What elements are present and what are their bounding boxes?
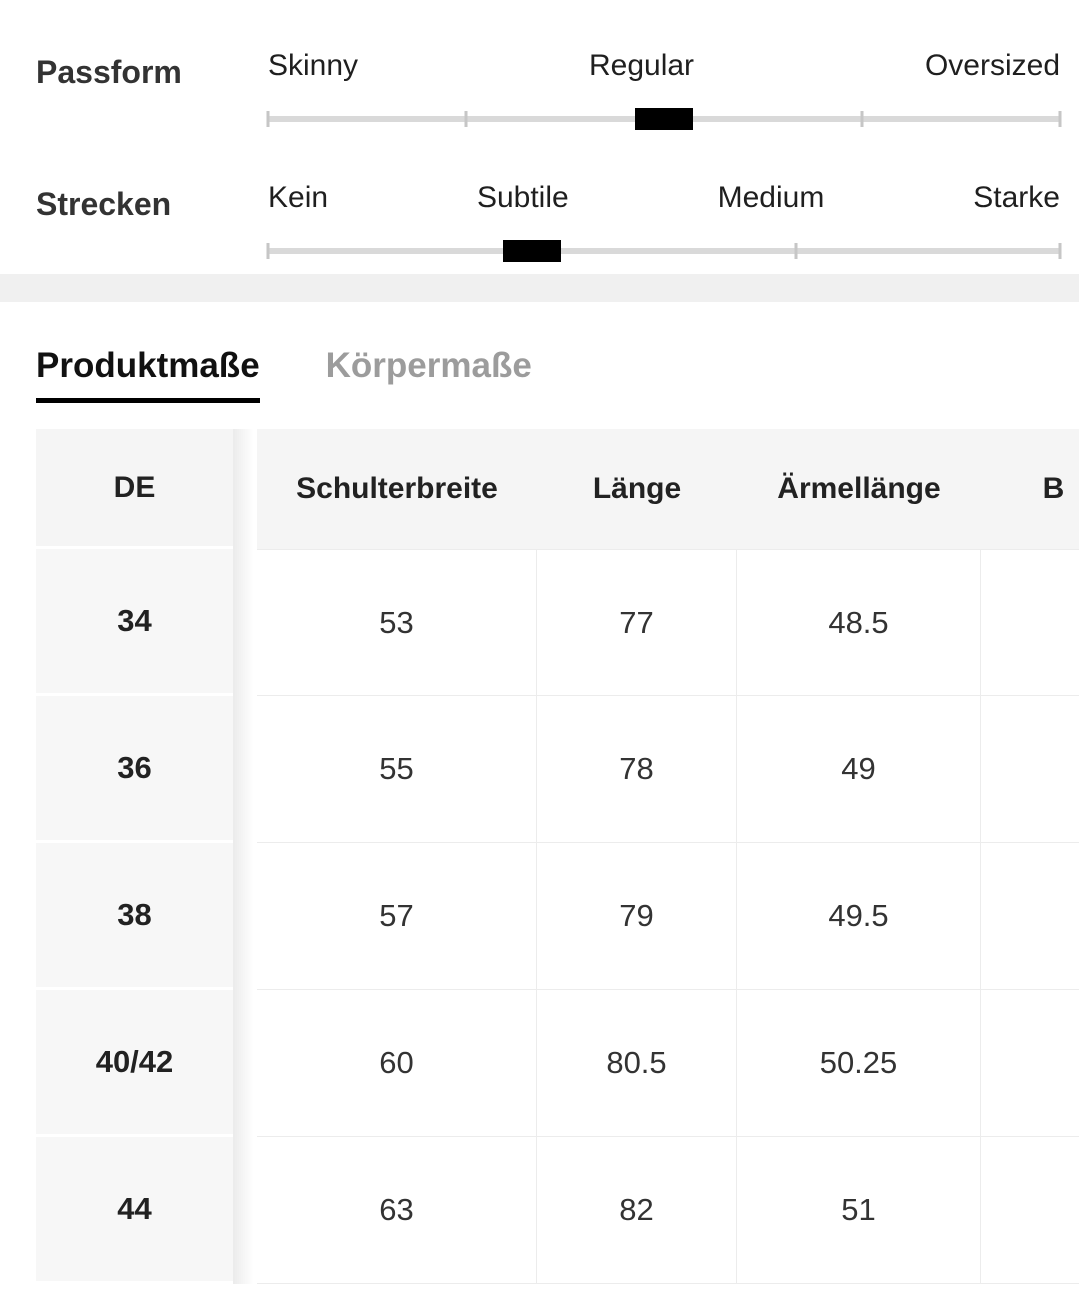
slider-tick (1058, 243, 1062, 259)
strecken-options: Kein Subtile Medium Starke (268, 178, 1060, 218)
strecken-slider-row: Strecken Kein Subtile Medium Starke (36, 178, 1062, 262)
size-cell: 40/42 (36, 990, 233, 1137)
passform-slider-handle[interactable] (635, 108, 693, 130)
passform-slider: Skinny Regular Oversized (266, 46, 1062, 130)
strecken-option-medium[interactable]: Medium (717, 181, 825, 214)
value-cell: 57 (257, 843, 537, 990)
sticky-column-shadow (233, 549, 257, 696)
header-laenge: Länge (537, 429, 737, 549)
table-header-row: DE Schulterbreite Länge Ärmellänge B (36, 429, 1079, 549)
sticky-column-shadow (233, 990, 257, 1137)
header-de: DE (36, 429, 233, 549)
value-cell: 77 (537, 549, 737, 696)
size-cell: 38 (36, 843, 233, 990)
sticky-column-shadow (233, 429, 257, 549)
slider-tick (860, 111, 864, 127)
value-cell: 48.5 (737, 549, 981, 696)
strecken-slider-track[interactable] (266, 240, 1062, 262)
table-row: 34 53 77 48.5 (36, 549, 1079, 696)
passform-slider-row: Passform Skinny Regular Oversized (36, 46, 1062, 130)
value-cell: 50.25 (737, 990, 981, 1137)
size-tabs: Produktmaße Körpermaße (36, 346, 1079, 403)
value-cell: 49 (737, 696, 981, 843)
size-guide-section: Produktmaße Körpermaße DE Schulterbreite… (0, 302, 1079, 1284)
strecken-option-kein[interactable]: Kein (268, 181, 329, 214)
size-cell: 44 (36, 1137, 233, 1284)
slider-tick (266, 111, 270, 127)
value-cell (981, 843, 1079, 990)
value-cell: 80.5 (537, 990, 737, 1137)
tab-koerpermasse[interactable]: Körpermaße (325, 346, 532, 385)
value-cell: 51 (737, 1137, 981, 1284)
section-divider (0, 274, 1079, 302)
size-cell: 34 (36, 549, 233, 696)
value-cell: 78 (537, 696, 737, 843)
header-brust: B (981, 429, 1079, 549)
table-row: 36 55 78 49 (36, 696, 1079, 843)
sticky-column-shadow (233, 843, 257, 990)
value-cell (981, 990, 1079, 1137)
passform-label: Passform (36, 54, 182, 90)
value-cell (981, 1137, 1079, 1284)
slider-tick (266, 243, 270, 259)
value-cell (981, 696, 1079, 843)
value-cell: 49.5 (737, 843, 981, 990)
size-table: DE Schulterbreite Länge Ärmellänge B 34 … (36, 429, 1079, 1284)
value-cell (981, 549, 1079, 696)
value-cell: 63 (257, 1137, 537, 1284)
passform-options: Skinny Regular Oversized (268, 46, 1060, 86)
value-cell: 55 (257, 696, 537, 843)
value-cell: 82 (537, 1137, 737, 1284)
strecken-slider-handle[interactable] (502, 240, 561, 262)
strecken-option-subtile[interactable]: Subtile (476, 181, 569, 214)
passform-option-skinny[interactable]: Skinny (268, 49, 359, 82)
slider-tick (794, 243, 798, 259)
passform-option-oversized[interactable]: Oversized (924, 49, 1060, 82)
value-cell: 60 (257, 990, 537, 1137)
strecken-slider: Kein Subtile Medium Starke (266, 178, 1062, 262)
fit-sliders-section: Passform Skinny Regular Oversized Streck… (0, 0, 1079, 262)
table-row: 44 63 82 51 (36, 1137, 1079, 1284)
size-cell: 36 (36, 696, 233, 843)
tab-produktmasse[interactable]: Produktmaße (36, 346, 260, 403)
slider-tick (464, 111, 468, 127)
header-aermellaenge: Ärmellänge (737, 429, 981, 549)
strecken-option-starke[interactable]: Starke (973, 181, 1060, 214)
value-cell: 79 (537, 843, 737, 990)
table-row: 40/42 60 80.5 50.25 (36, 990, 1079, 1137)
header-schulterbreite: Schulterbreite (257, 429, 537, 549)
passform-option-regular[interactable]: Regular (588, 49, 695, 82)
table-row: 38 57 79 49.5 (36, 843, 1079, 990)
slider-tick (1058, 111, 1062, 127)
passform-slider-track[interactable] (266, 108, 1062, 130)
sticky-column-shadow (233, 1137, 257, 1284)
sticky-column-shadow (233, 696, 257, 843)
strecken-label: Strecken (36, 186, 172, 222)
value-cell: 53 (257, 549, 537, 696)
